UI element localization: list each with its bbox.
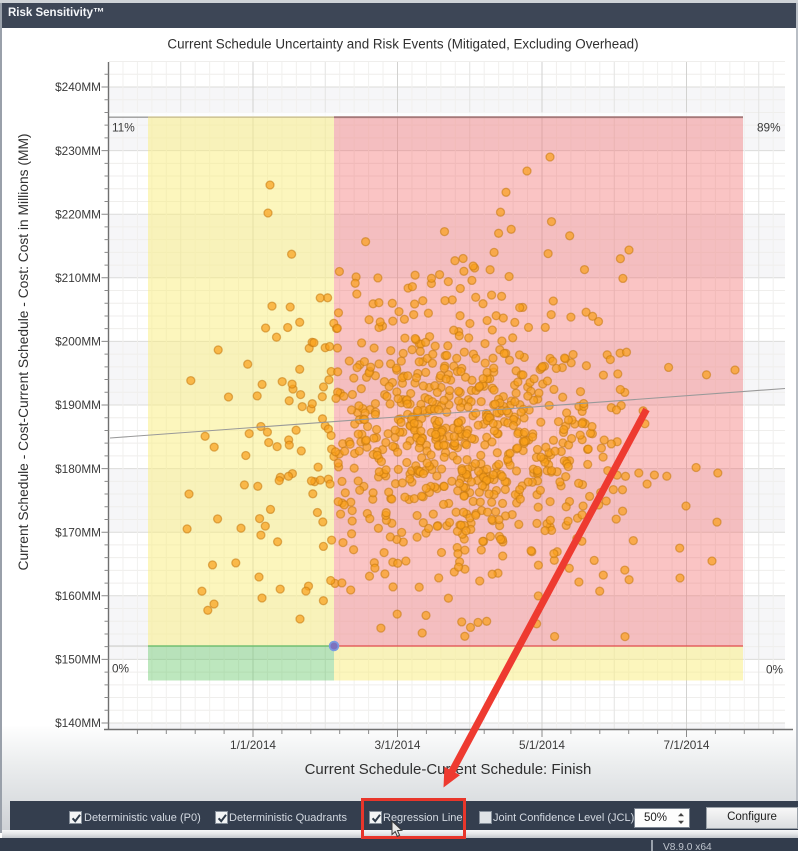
svg-text:$220MM: $220MM [55,207,101,221]
svg-text:$190MM: $190MM [55,398,101,412]
svg-text:$230MM: $230MM [55,144,101,158]
svg-text:1/1/2014: 1/1/2014 [230,738,276,752]
svg-text:$160MM: $160MM [55,589,101,603]
svg-text:$180MM: $180MM [55,462,101,476]
svg-text:$210MM: $210MM [55,271,101,285]
svg-text:0%: 0% [112,662,130,676]
svg-text:$240MM: $240MM [55,80,101,94]
svg-text:3/1/2014: 3/1/2014 [375,738,421,752]
svg-text:$150MM: $150MM [55,653,101,667]
svg-text:$200MM: $200MM [55,335,101,349]
svg-text:89%: 89% [757,121,781,135]
svg-text:7/1/2014: 7/1/2014 [664,738,710,752]
svg-text:Current Schedule - Cost-Curren: Current Schedule - Cost-Current Schedule… [16,133,31,570]
svg-text:5/1/2014: 5/1/2014 [519,738,565,752]
svg-text:$140MM: $140MM [55,716,101,730]
svg-text:$170MM: $170MM [55,525,101,539]
svg-text:0%: 0% [766,663,784,677]
svg-text:11%: 11% [112,121,135,135]
svg-text:Current Schedule Uncertainty a: Current Schedule Uncertainty and Risk Ev… [167,37,638,52]
